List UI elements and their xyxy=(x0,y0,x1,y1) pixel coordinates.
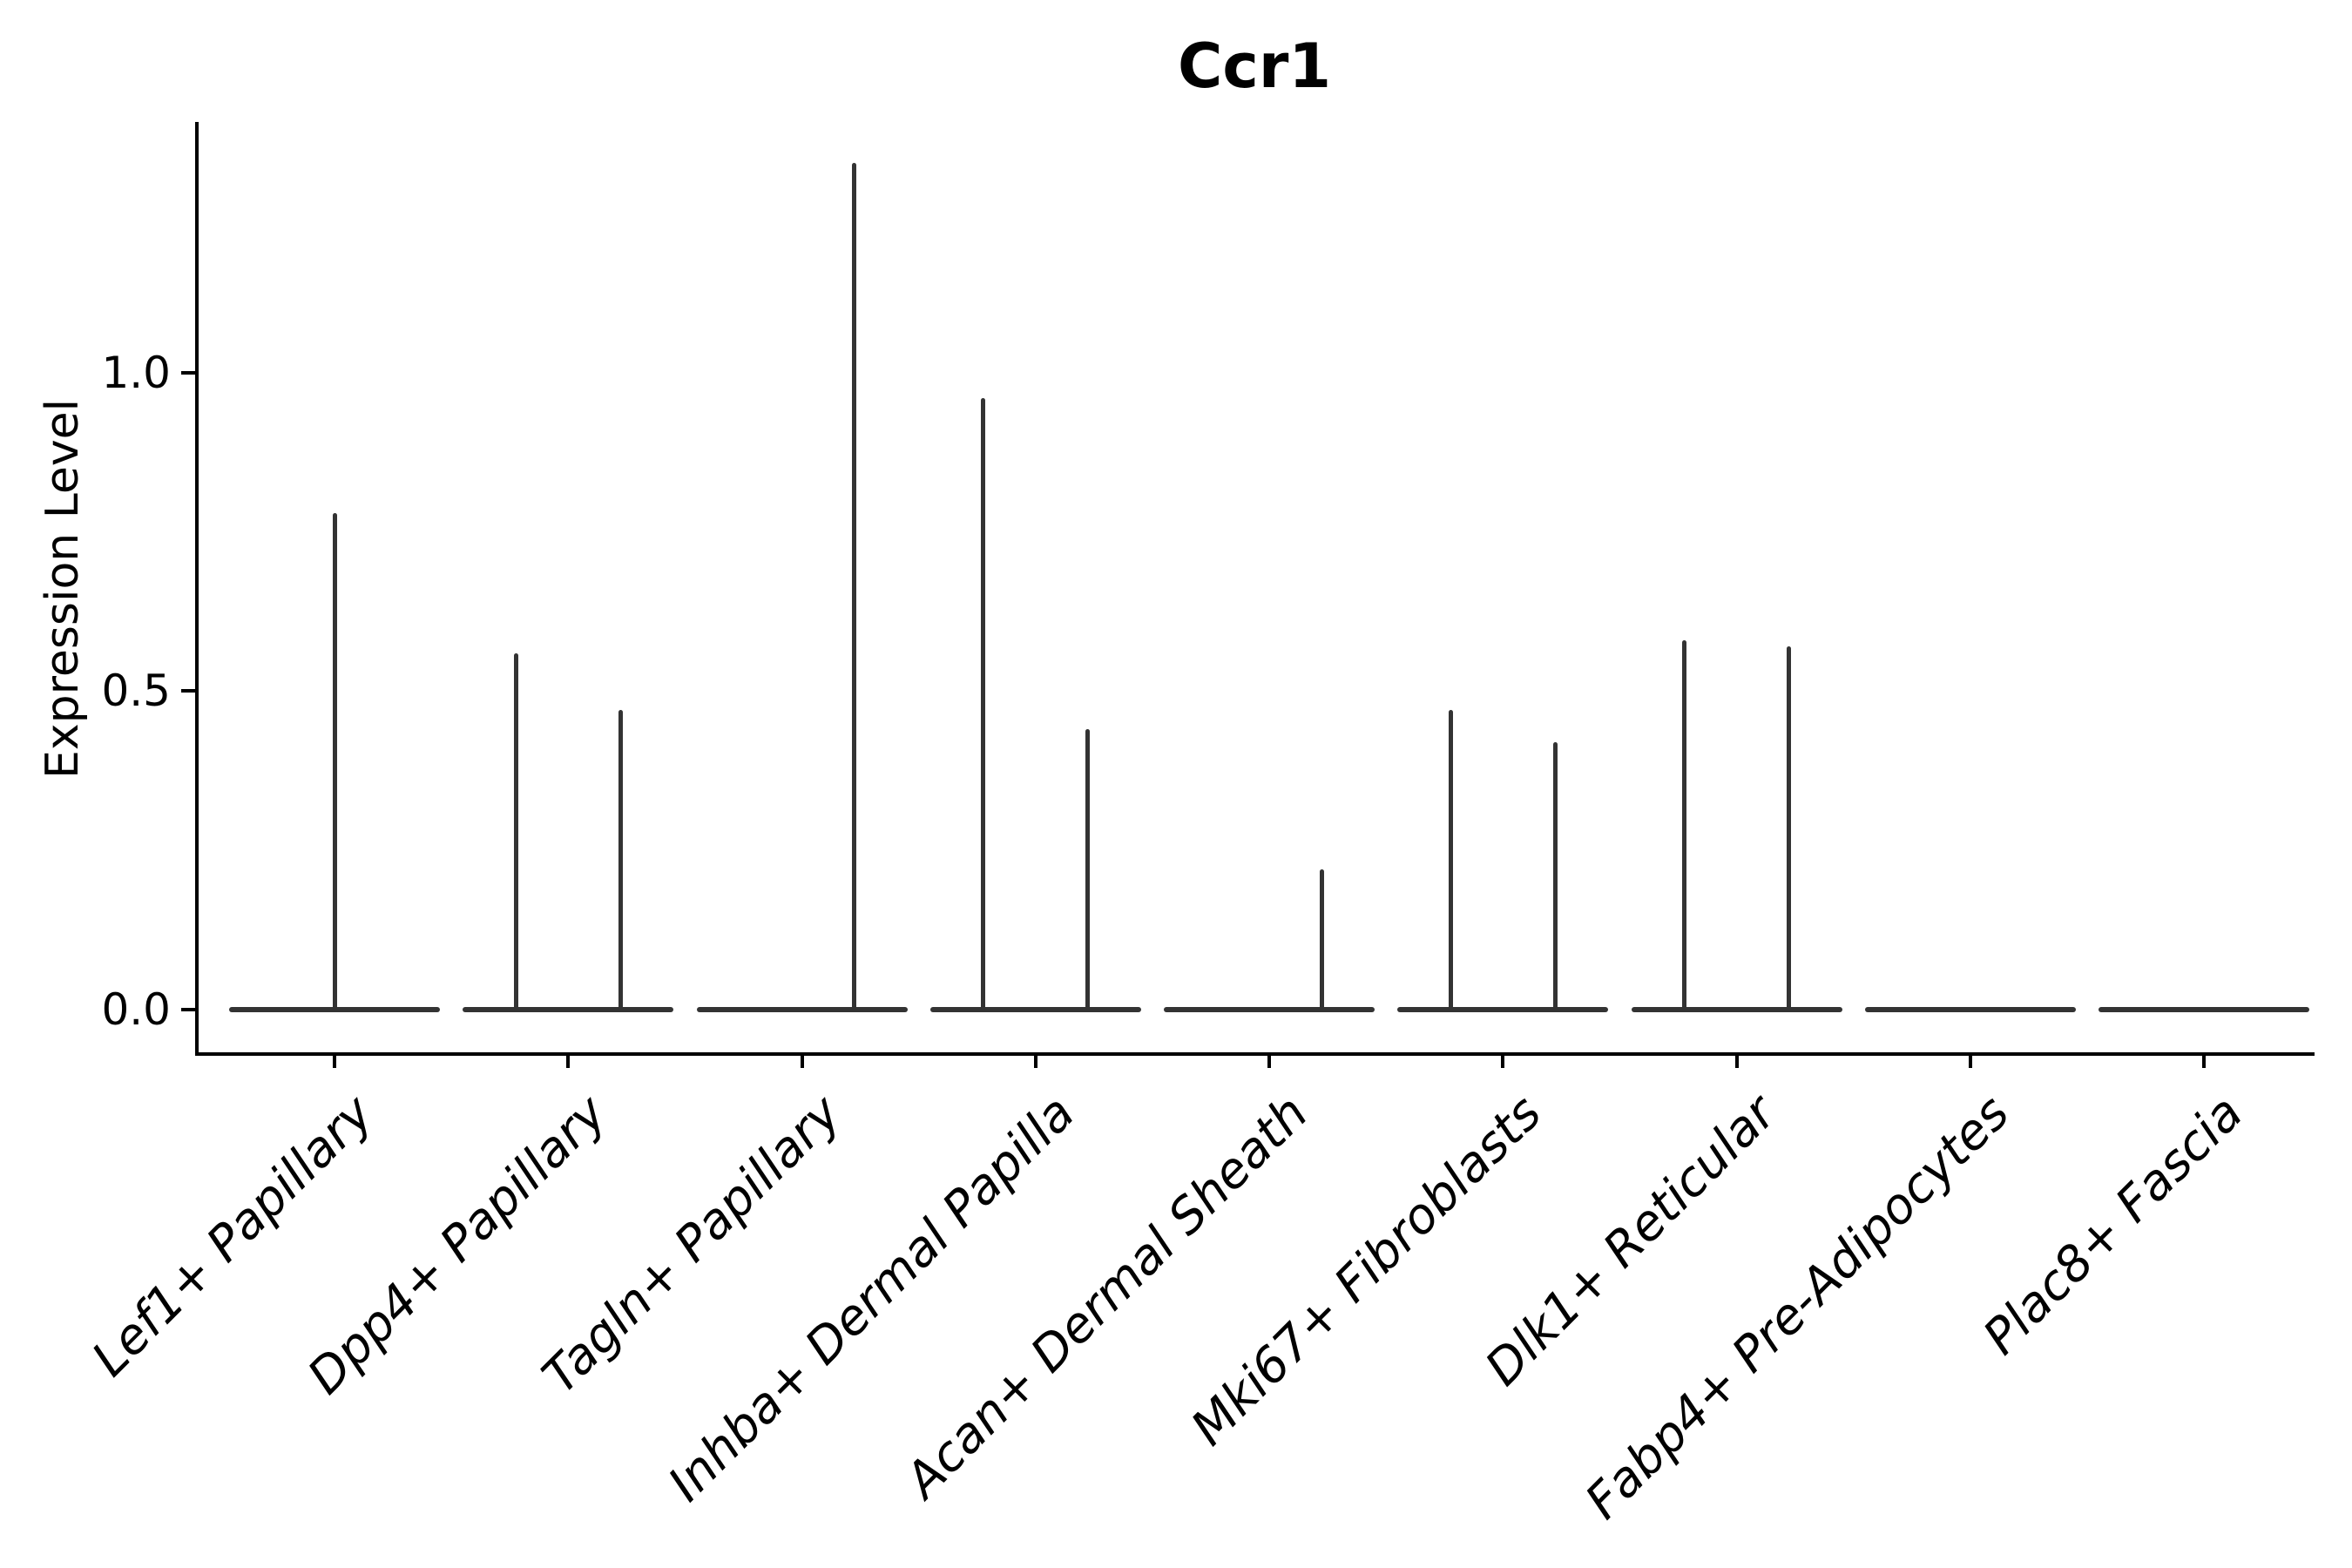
x-tick-label: Acan+ Dermal Sheath xyxy=(895,1085,1320,1510)
x-tick-mark xyxy=(2202,1052,2206,1068)
violin-spike xyxy=(852,162,856,1012)
x-tick-mark xyxy=(1501,1052,1505,1068)
x-tick-label: Plac8+ Fascia xyxy=(1972,1085,2254,1366)
x-tick-mark xyxy=(1968,1052,1972,1068)
x-axis-spine xyxy=(195,1052,2315,1056)
x-tick-mark xyxy=(1734,1052,1739,1068)
violin-zero-base xyxy=(1164,1007,1375,1012)
violin-spike xyxy=(1682,639,1686,1012)
x-tick-label: Inhba+ Dermal Papilla xyxy=(657,1085,1085,1513)
plot-title: Ccr1 xyxy=(1177,30,1332,102)
y-tick-mark xyxy=(181,1008,197,1011)
violin-zero-base xyxy=(1397,1007,1609,1012)
x-tick-label: Fabp4+ Pre-Adipocytes xyxy=(1574,1085,2020,1531)
violin-spike xyxy=(1085,729,1091,1012)
x-tick-mark xyxy=(800,1052,804,1068)
x-tick-mark xyxy=(566,1052,571,1068)
violin-zero-base xyxy=(2099,1007,2309,1012)
y-tick-label: 0.0 xyxy=(101,984,171,1035)
violin-spike xyxy=(1552,741,1558,1012)
violin-spike xyxy=(1448,710,1453,1012)
y-axis-label: Expression Level xyxy=(37,398,89,780)
y-tick-label: 0.5 xyxy=(101,666,171,717)
violin-spike xyxy=(332,512,337,1012)
x-tick-mark xyxy=(333,1052,336,1068)
violin-zero-base xyxy=(1631,1007,1842,1012)
violin-zero-base xyxy=(696,1007,908,1012)
y-tick-mark xyxy=(181,689,197,693)
violin-spike xyxy=(618,710,623,1012)
y-tick-mark xyxy=(181,370,197,375)
violin-spike xyxy=(513,652,518,1012)
violin-spike xyxy=(1319,869,1324,1012)
violin-zero-base xyxy=(463,1007,674,1012)
y-axis-spine xyxy=(195,122,199,1056)
violin-spike xyxy=(1787,646,1791,1012)
violin-zero-base xyxy=(1864,1007,2076,1012)
violin-zero-base xyxy=(929,1007,1141,1012)
violin-spike xyxy=(981,398,986,1012)
y-tick-label: 1.0 xyxy=(101,347,171,398)
x-tick-mark xyxy=(1033,1052,1037,1068)
x-tick-mark xyxy=(1267,1052,1271,1068)
